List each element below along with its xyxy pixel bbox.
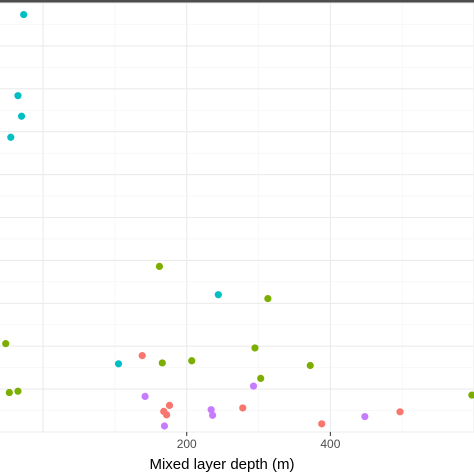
data-point-teal — [7, 133, 15, 141]
data-point-green — [257, 374, 265, 382]
data-point-green — [306, 361, 314, 370]
data-point-teal — [20, 10, 28, 19]
data-point-green — [158, 359, 166, 367]
data-point-purple — [208, 411, 217, 419]
data-point-purple — [207, 406, 215, 414]
data-point-purple — [361, 412, 369, 421]
data-point-green — [5, 388, 13, 397]
data-point-purple — [141, 392, 149, 400]
data-point-red — [239, 404, 247, 412]
data-point-purple — [249, 382, 258, 390]
x-axis-title: Mixed layer depth (m) — [149, 456, 294, 473]
data-point-green — [155, 262, 164, 271]
x-tick-label: 200 — [177, 437, 197, 451]
x-tick-label: 400 — [320, 437, 340, 451]
data-point-red — [396, 408, 404, 416]
x-axis: 200 400 — [177, 432, 341, 451]
data-point-red — [165, 401, 174, 410]
data-point-purple — [160, 422, 169, 430]
data-point-teal — [17, 112, 26, 120]
data-point-green — [251, 344, 259, 352]
data-point-green — [2, 340, 10, 348]
data-point-teal — [214, 291, 222, 299]
data-point-green — [264, 294, 272, 303]
top-panel-border — [0, 0, 474, 3]
grid-lines — [0, 2, 474, 433]
data-point-red — [318, 420, 326, 428]
data-point-red — [138, 352, 146, 360]
data-point-teal — [14, 92, 22, 100]
data-points — [2, 10, 474, 430]
data-point-green — [14, 387, 22, 395]
data-point-green — [468, 391, 474, 399]
data-point-teal — [114, 360, 123, 368]
data-point-green — [188, 357, 196, 365]
data-point-red — [160, 407, 168, 416]
